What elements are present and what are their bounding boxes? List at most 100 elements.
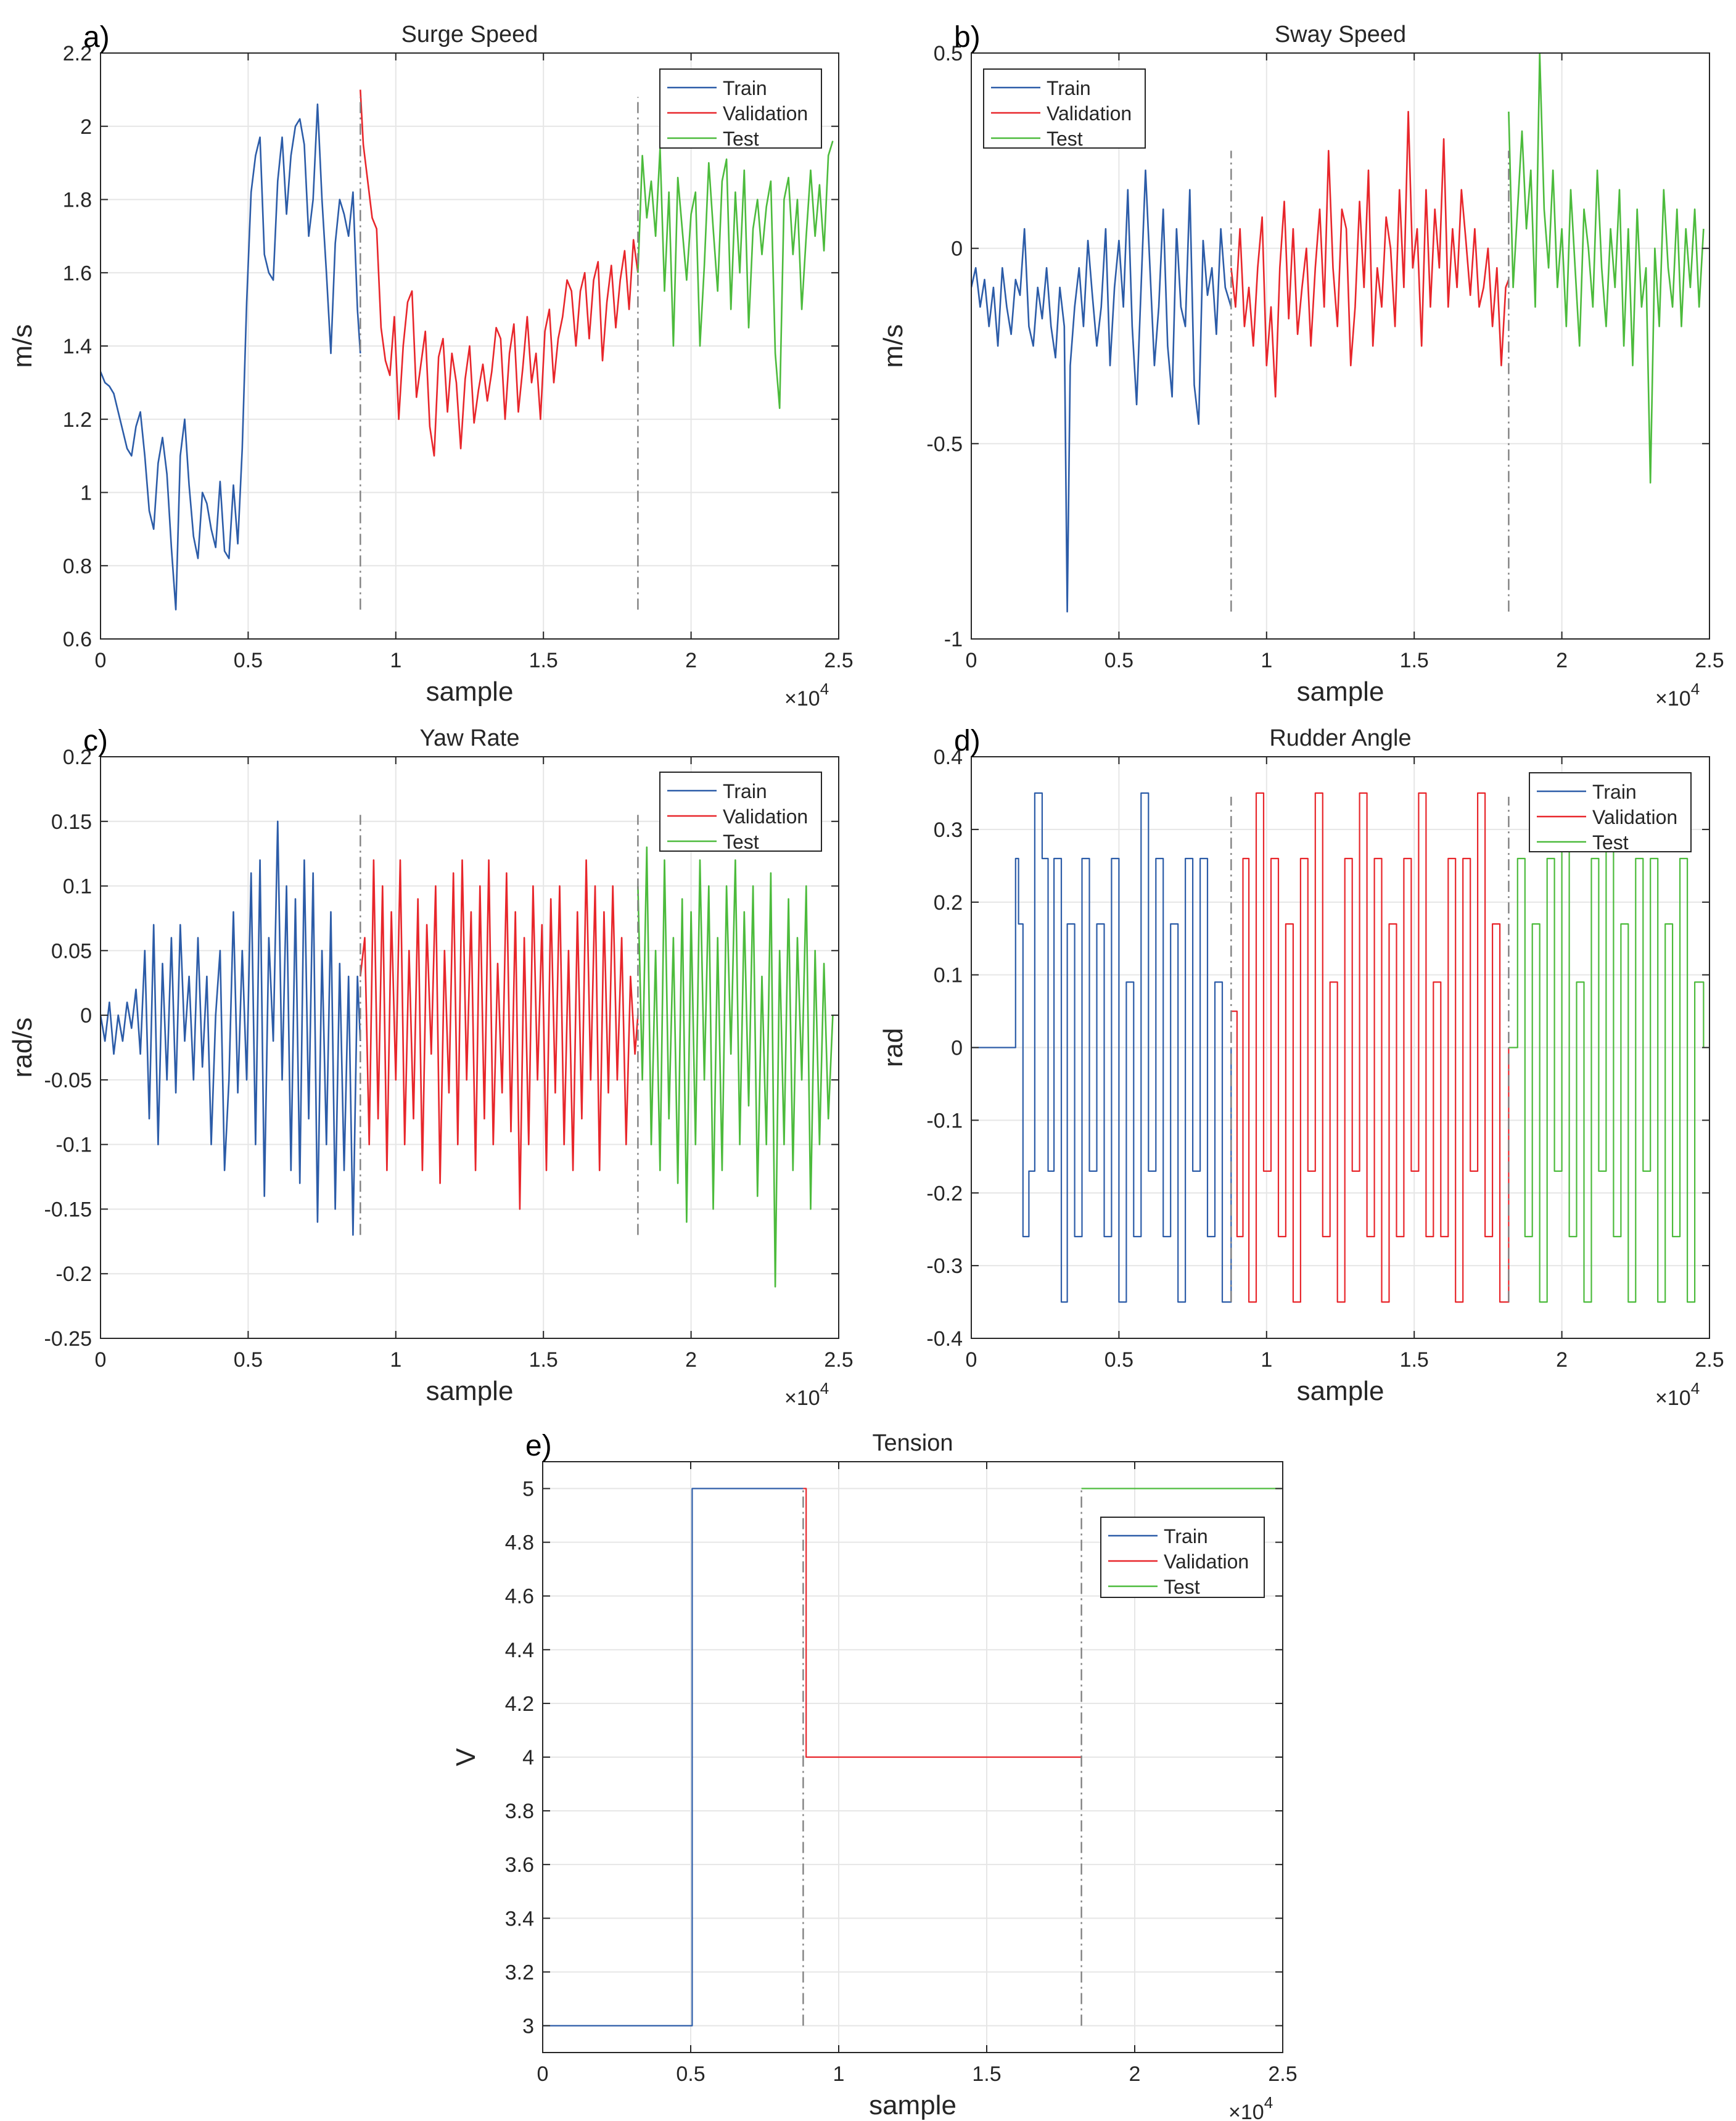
y-tick-label: -0.2 xyxy=(926,1182,963,1205)
legend-label: Train xyxy=(1592,781,1637,803)
x-tick-label: 2 xyxy=(685,1348,697,1372)
legend: Train Validation Test xyxy=(659,772,822,853)
y-tick-label: 0.15 xyxy=(51,810,92,834)
y-tick-label: -0.15 xyxy=(44,1198,93,1221)
y-tick-label: 0.8 xyxy=(63,554,92,578)
x-tick-label: 0 xyxy=(95,1348,107,1372)
series-line-validation xyxy=(360,89,639,457)
panel-label: c) xyxy=(83,725,108,757)
x-tick-label: 0.5 xyxy=(1105,1348,1133,1372)
y-tick-label: 0 xyxy=(80,1004,92,1028)
y-tick-label: 1.4 xyxy=(63,335,92,358)
series-line-test xyxy=(637,141,834,410)
legend-label: Test xyxy=(1164,1576,1200,1598)
y-tick-label: -1 xyxy=(944,628,963,651)
x-axis-label: sample xyxy=(1297,1376,1384,1406)
legend-label: Validation xyxy=(723,805,808,828)
legend-box xyxy=(1100,1517,1265,1598)
y-axis-label: V xyxy=(451,1748,481,1766)
y-tick-label: 3.6 xyxy=(505,1853,534,1877)
x-multiplier-exponent: 4 xyxy=(1691,1379,1700,1398)
chart-panel-c: 0 0.5 1 1.5 2 2.5 -0.25 -0.2 -0.15 -0.1 -0.05 0 0.05… xyxy=(7,725,854,1410)
legend-label: Train xyxy=(723,77,767,99)
legend-box xyxy=(1529,772,1692,852)
legend-label: Test xyxy=(723,831,759,853)
series-line-validation xyxy=(360,859,639,1210)
chart-title: Tension xyxy=(873,1430,953,1456)
x-tick-label: 2 xyxy=(1556,649,1568,672)
legend-box xyxy=(659,68,822,149)
panel-label: e) xyxy=(525,1430,552,1462)
legend-label: Validation xyxy=(1592,806,1677,828)
series-line-validation xyxy=(803,1488,1082,1758)
y-tick-label: 0 xyxy=(951,237,963,261)
y-tick-label: 4.8 xyxy=(505,1531,534,1555)
chart-panel-b: 0 0.5 1 1.5 2 2.5 -1 -0.5 0 0.5 ×104 sample m/s Sway … xyxy=(878,21,1724,710)
y-axis-label: rad/s xyxy=(7,1018,38,1078)
legend-box xyxy=(983,68,1146,149)
x-multiplier: ×104 xyxy=(1655,680,1700,710)
y-tick-label: 0.1 xyxy=(934,964,963,987)
x-tick-label: 0.5 xyxy=(676,2062,705,2086)
legend-label: Train xyxy=(1164,1525,1208,1547)
x-tick-label: 1.5 xyxy=(529,649,558,672)
series-line-test xyxy=(637,846,834,1288)
x-tick-label: 0.5 xyxy=(1105,649,1133,672)
series-group xyxy=(971,53,1705,612)
x-tick-label: 2 xyxy=(685,649,697,672)
series-line-train xyxy=(971,169,1232,612)
y-tick-label: 5 xyxy=(522,1478,534,1501)
y-tick-label: 4.4 xyxy=(505,1639,534,1662)
x-tick-label: 1 xyxy=(1261,1348,1272,1372)
legend-label: Test xyxy=(1592,831,1629,854)
y-tick-label: -0.25 xyxy=(44,1327,93,1351)
y-tick-label: -0.3 xyxy=(926,1254,963,1278)
y-tick-label: 3.2 xyxy=(505,1961,534,1984)
y-tick-label: 2.2 xyxy=(63,42,92,65)
x-tick-label: 1.5 xyxy=(972,2062,1001,2086)
series-line-test xyxy=(1508,53,1705,484)
panel-label: a) xyxy=(83,21,110,54)
series-line-train xyxy=(971,792,1232,1303)
y-tick-label: -0.2 xyxy=(56,1262,92,1286)
y-tick-label: 1.8 xyxy=(63,189,92,212)
x-axis-label: sample xyxy=(869,2090,956,2120)
x-multiplier: ×104 xyxy=(1228,2093,1273,2121)
panel-label: b) xyxy=(954,21,981,54)
x-axis-label: sample xyxy=(426,677,514,707)
x-tick-label: 1 xyxy=(390,649,401,672)
y-tick-label: 1.2 xyxy=(63,408,92,432)
series-line-train xyxy=(101,820,361,1236)
series-group xyxy=(101,89,834,611)
y-tick-label: 3.4 xyxy=(505,1907,534,1930)
x-tick-label: 0 xyxy=(537,2062,549,2086)
x-tick-label: 1.5 xyxy=(1400,649,1429,672)
x-axis-label: sample xyxy=(1297,677,1384,707)
legend-label: Train xyxy=(723,780,767,802)
x-tick-label: 2.5 xyxy=(1268,2062,1297,2086)
y-tick-label: -0.5 xyxy=(926,432,963,456)
y-tick-label: 4.2 xyxy=(505,1692,534,1716)
x-tick-label: 1.5 xyxy=(529,1348,558,1372)
series-group xyxy=(543,1488,1281,2027)
x-tick-label: 0.5 xyxy=(234,1348,263,1372)
y-tick-label: 2 xyxy=(80,115,92,139)
y-tick-label: 0 xyxy=(951,1037,963,1060)
y-tick-label: 0.2 xyxy=(934,891,963,915)
legend: Train Validation Test xyxy=(1529,772,1692,854)
y-tick-label: 0.2 xyxy=(63,746,92,769)
y-tick-label: -0.1 xyxy=(56,1134,92,1157)
x-multiplier: ×104 xyxy=(784,1379,829,1410)
x-tick-label: 2.5 xyxy=(824,1348,853,1372)
y-axis-label: rad xyxy=(878,1028,908,1068)
y-axis-label: m/s xyxy=(7,324,38,368)
y-tick-label: 0.5 xyxy=(934,42,963,65)
x-multiplier-exponent: 4 xyxy=(1264,2093,1273,2112)
y-tick-label: 4.6 xyxy=(505,1585,534,1608)
legend: Train Validation Test xyxy=(659,68,822,150)
series-line-validation xyxy=(1230,110,1510,398)
chart-panel-a: 0 0.5 1 1.5 2 2.5 0.6 0.8 1 1.2 1.4 1.6 1.8 2 2.2 ×104 s… xyxy=(7,21,854,710)
y-tick-label: 0.6 xyxy=(63,628,92,651)
x-multiplier-exponent: 4 xyxy=(820,680,829,698)
legend-label: Validation xyxy=(1164,1551,1249,1573)
